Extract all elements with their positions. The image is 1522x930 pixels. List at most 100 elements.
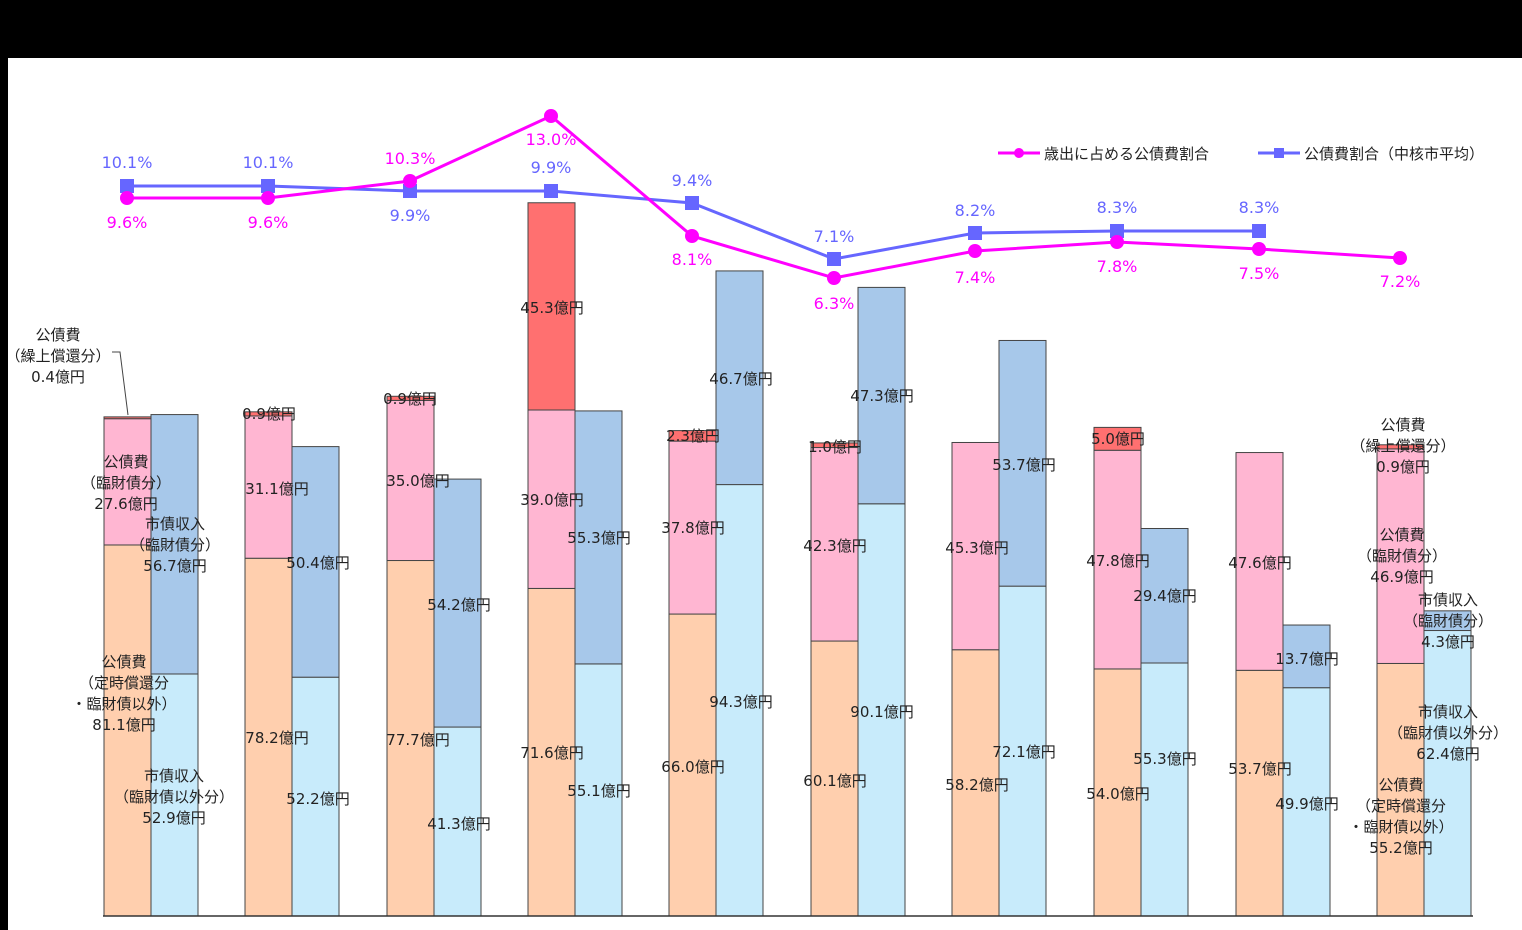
bar-segment-bond-income[interactable]	[857, 503, 906, 917]
bar-group	[386, 395, 482, 917]
bar-value-label: 54.0億円	[1086, 785, 1149, 803]
legend-item-average[interactable]: 公債費割合（中核市平均）	[1258, 145, 1484, 163]
bar-value-label: 5.0億円	[1091, 430, 1145, 448]
ratio-value-label: 8.1%	[672, 250, 713, 269]
callout-teiji-first: ・臨財債以外）	[71, 695, 176, 713]
bar-segment-bond-income[interactable]	[150, 414, 199, 675]
bar-segment-debt-service[interactable]	[668, 440, 717, 615]
callout-teiji-first: 公債費	[101, 653, 146, 671]
average-point[interactable]	[403, 184, 417, 198]
average-point[interactable]	[1252, 224, 1266, 238]
bar-segment-debt-service[interactable]	[386, 395, 435, 401]
callout-income-other-first: 52.9億円	[142, 809, 205, 827]
bar-value-label: 49.9億円	[1275, 795, 1338, 813]
bar-segment-bond-income[interactable]	[574, 663, 623, 917]
callout-income-other-last: （臨財債以外分）	[1388, 724, 1508, 742]
bar-segment-bond-income[interactable]	[1282, 624, 1331, 689]
bar-segment-debt-service[interactable]	[386, 560, 435, 917]
average-value-label: 9.9%	[531, 158, 572, 177]
bar-segment-bond-income[interactable]	[998, 339, 1047, 587]
bar-segment-debt-service[interactable]	[103, 418, 152, 546]
bar-value-label: 45.3億円	[520, 299, 583, 317]
bar-value-label: 54.2億円	[427, 596, 490, 614]
bar-segment-bond-income[interactable]	[715, 484, 764, 917]
callout-rinzai-first: 公債費	[103, 453, 148, 471]
bar-value-label: 71.6億円	[520, 744, 583, 762]
bar-segment-bond-income[interactable]	[1282, 687, 1331, 917]
ratio-point[interactable]	[261, 191, 275, 205]
bar-segment-bond-income[interactable]	[1140, 527, 1189, 664]
square-marker-icon	[1274, 148, 1284, 158]
bar-value-label: 78.2億円	[245, 729, 308, 747]
ratio-point[interactable]	[544, 109, 558, 123]
average-point[interactable]	[685, 196, 699, 210]
ratio-point[interactable]	[968, 244, 982, 258]
average-point[interactable]	[544, 184, 558, 198]
callout-kuriage-last: 0.9億円	[1376, 458, 1430, 476]
bar-value-labels: 78.2億円 31.1億円 0.9億円 52.2億円 50.4億円 77.7億円 35.0億…	[242, 299, 1339, 833]
bar-group	[810, 286, 906, 917]
callout-income-rinzai-last: （臨財債分）	[1403, 612, 1493, 630]
bar-segment-debt-service[interactable]	[951, 441, 1000, 651]
bar-segment-bond-income[interactable]	[574, 410, 623, 665]
bar-value-label: 55.1億円	[567, 782, 630, 800]
bar-segment-debt-service[interactable]	[244, 411, 293, 417]
callout-teiji-last: 55.2億円	[1369, 839, 1432, 857]
ratio-point[interactable]	[403, 174, 417, 188]
average-point[interactable]	[120, 179, 134, 193]
bar-segment-debt-service[interactable]	[103, 544, 152, 917]
bar-segment-bond-income[interactable]	[1423, 610, 1472, 632]
legend: 歳出に占める公債費割合 公債費割合（中核市平均）	[998, 145, 1484, 163]
bar-value-label: 2.3億円	[666, 427, 720, 445]
average-value-label: 8.2%	[955, 201, 996, 220]
average-value-label: 7.1%	[814, 227, 855, 246]
bar-segment-debt-service[interactable]	[668, 613, 717, 917]
bar-value-label: 52.2億円	[286, 790, 349, 808]
bar-segment-debt-service[interactable]	[810, 640, 859, 917]
bar-segment-bond-income[interactable]	[1423, 630, 1472, 917]
ratio-point[interactable]	[1110, 235, 1124, 249]
legend-label-ratio: 歳出に占める公債費割合	[1044, 145, 1209, 163]
ratio-point[interactable]	[1252, 242, 1266, 256]
callout-rinzai-first: 27.6億円	[94, 495, 157, 513]
bar-segment-debt-service[interactable]	[244, 415, 293, 559]
bar-value-label: 90.1億円	[850, 703, 913, 721]
bar-segment-debt-service[interactable]	[1235, 452, 1284, 671]
circle-marker-icon	[1014, 148, 1024, 158]
ratio-point[interactable]	[120, 191, 134, 205]
bar-segment-debt-service[interactable]	[810, 447, 859, 642]
callout-income-rinzai-last: 市債収入	[1418, 591, 1478, 609]
bar-segment-bond-income[interactable]	[433, 726, 482, 917]
average-point[interactable]	[968, 226, 982, 240]
bar-segment-debt-service[interactable]	[1376, 448, 1425, 664]
average-value-label: 8.3%	[1239, 198, 1280, 217]
bar-segment-debt-service[interactable]	[103, 416, 152, 420]
ratio-point[interactable]	[827, 271, 841, 285]
bar-segment-bond-income[interactable]	[433, 478, 482, 728]
bar-value-label: 29.4億円	[1133, 587, 1196, 605]
bar-segment-debt-service[interactable]	[527, 202, 576, 411]
bar-segment-debt-service[interactable]	[1093, 426, 1142, 451]
bar-segment-bond-income[interactable]	[857, 286, 906, 505]
bar-value-label: 41.3億円	[427, 815, 490, 833]
bar-segment-debt-service[interactable]	[527, 587, 576, 917]
bar-segment-debt-service[interactable]	[1235, 669, 1284, 917]
average-point[interactable]	[1110, 224, 1124, 238]
bar-segment-debt-service[interactable]	[1376, 444, 1425, 450]
bar-value-label: 77.7億円	[386, 731, 449, 749]
average-point[interactable]	[827, 252, 841, 266]
bar-value-label: 53.7億円	[992, 456, 1055, 474]
legend-item-ratio[interactable]: 歳出に占める公債費割合	[998, 145, 1209, 163]
bar-value-label: 0.9億円	[242, 405, 296, 423]
average-point[interactable]	[261, 179, 275, 193]
bar-group	[668, 270, 764, 917]
ratio-point[interactable]	[685, 229, 699, 243]
callout-rinzai-last: （臨財債分）	[1357, 547, 1447, 565]
bar-segment-bond-income[interactable]	[291, 446, 340, 678]
bar-segment-bond-income[interactable]	[715, 270, 764, 486]
ratio-point[interactable]	[1393, 251, 1407, 265]
bar-value-label: 47.8億円	[1086, 552, 1149, 570]
bar-segment-debt-service[interactable]	[951, 649, 1000, 917]
bar-segment-bond-income[interactable]	[150, 673, 199, 917]
ratio-line	[127, 114, 1401, 280]
